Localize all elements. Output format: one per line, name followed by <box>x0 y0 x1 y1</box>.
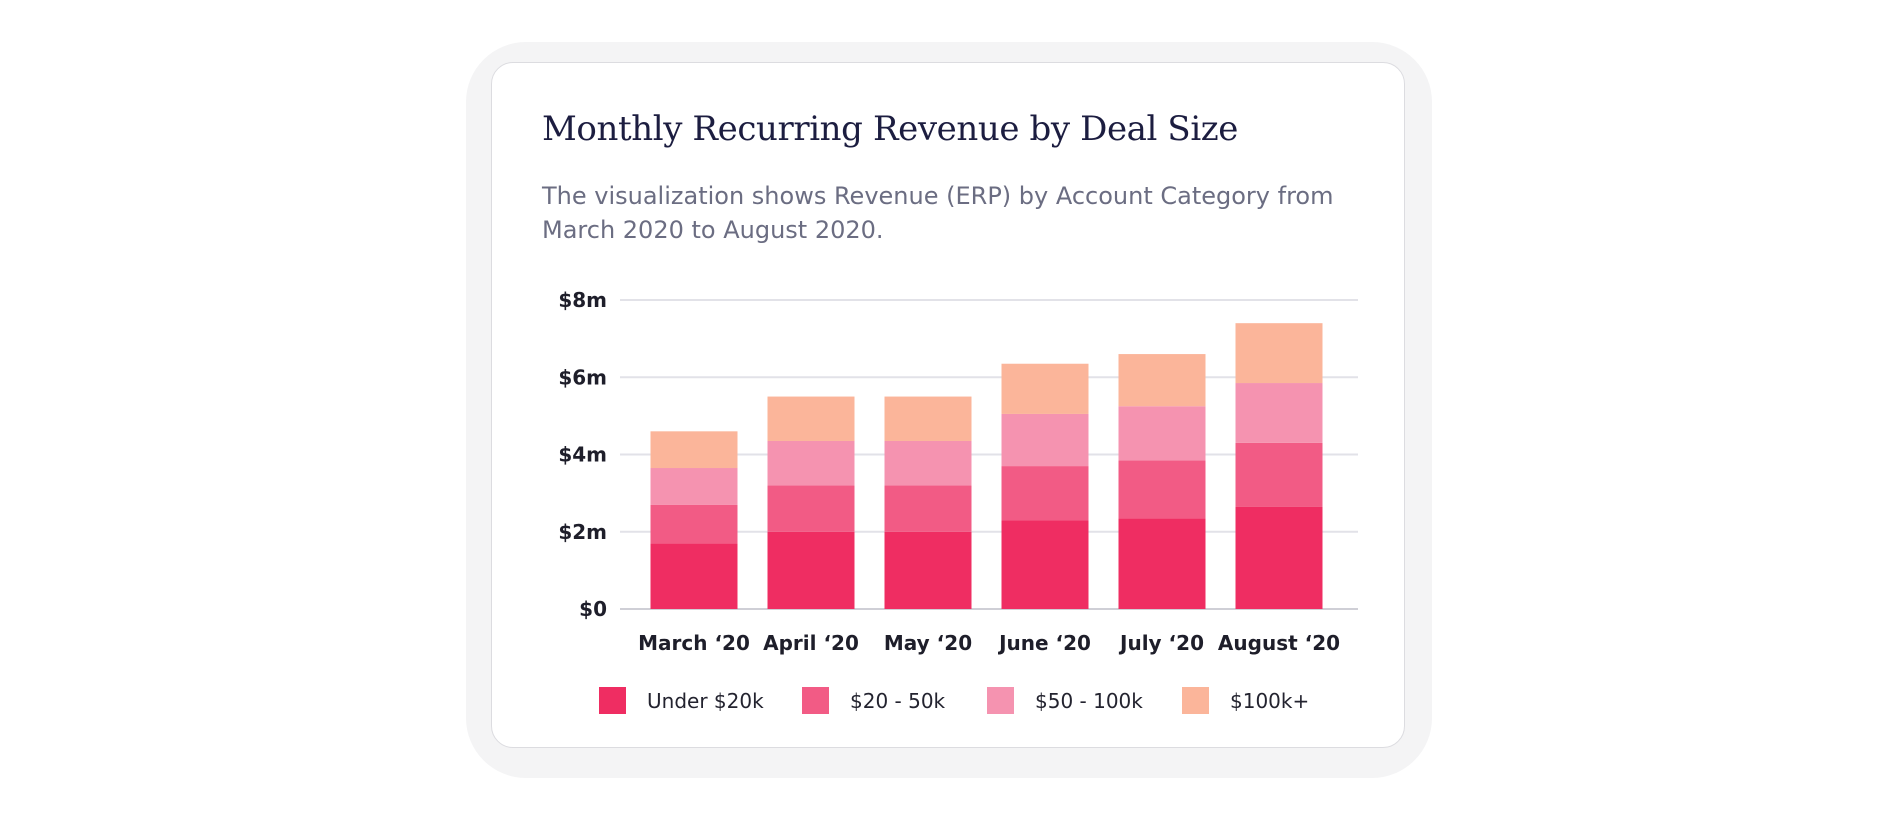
bar-segment <box>1001 466 1089 521</box>
legend-label: $100k+ <box>1230 689 1309 713</box>
y-tick-label: $2m <box>558 520 607 544</box>
bar-segment <box>1118 406 1206 461</box>
bar-segment <box>650 543 738 609</box>
y-tick-label: $0 <box>579 597 607 621</box>
bar-segment <box>1001 413 1089 467</box>
bar-segment <box>767 531 855 609</box>
bar-segment <box>1235 506 1323 609</box>
chart-subtitle: The visualization shows Revenue (ERP) by… <box>542 182 1334 244</box>
y-tick-label: $4m <box>558 443 607 467</box>
bar-segment <box>650 431 738 469</box>
bar-segment <box>1118 518 1206 609</box>
bar-segment <box>1235 323 1323 384</box>
chart-title: Monthly Recurring Revenue by Deal Size <box>542 109 1239 149</box>
legend-label: $50 - 100k <box>1035 689 1143 713</box>
x-tick-label: July ‘20 <box>1118 631 1204 655</box>
bar-segment <box>884 440 972 486</box>
bar-segment <box>767 440 855 486</box>
legend-label: Under $20k <box>647 689 764 713</box>
x-tick-label: June ‘20 <box>997 631 1091 655</box>
y-tick-label: $6m <box>558 365 607 389</box>
y-tick-label: $8m <box>558 288 607 312</box>
stacked-bar-chart: $0 $2m $4m $6m $8m March ‘20 April ‘20 May ‘20 J… <box>558 288 1358 714</box>
legend-swatch <box>987 687 1014 714</box>
chart-card: Monthly Recurring Revenue by Deal Size T… <box>491 62 1405 748</box>
bar-segment <box>884 485 972 532</box>
bar-segment <box>650 504 738 544</box>
x-tick-label: August ‘20 <box>1218 631 1340 655</box>
bar-segment <box>1235 442 1323 507</box>
bar-segment <box>884 531 972 609</box>
legend-label: $20 - 50k <box>850 689 946 713</box>
bar-segment <box>767 485 855 532</box>
bar-segment <box>1235 383 1323 443</box>
bar-segment <box>1001 363 1089 414</box>
x-tick-label: May ‘20 <box>884 631 972 655</box>
bar-segment <box>884 396 972 441</box>
legend-swatch <box>599 687 626 714</box>
bar-segment <box>1118 354 1206 407</box>
bar-segment <box>767 396 855 441</box>
x-tick-label: March ‘20 <box>638 631 750 655</box>
bar-segment <box>1118 460 1206 519</box>
x-tick-label: April ‘20 <box>763 631 859 655</box>
bar-segment <box>1001 520 1089 609</box>
bar-segment <box>650 468 738 505</box>
legend-swatch <box>1182 687 1209 714</box>
legend-swatch <box>802 687 829 714</box>
